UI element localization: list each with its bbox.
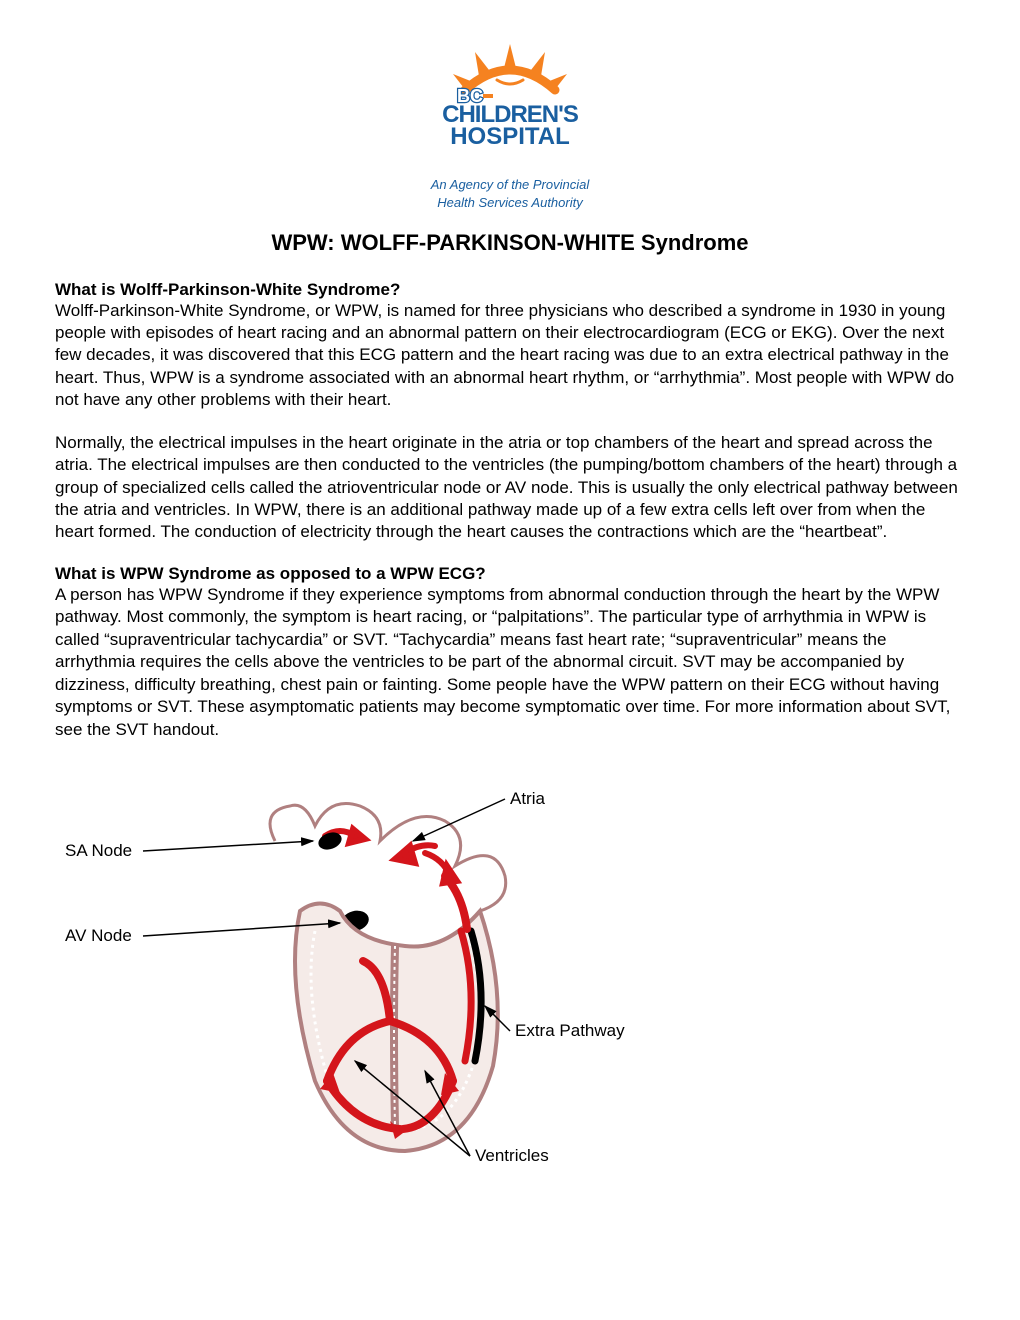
logo-tagline-2: Health Services Authority bbox=[55, 195, 965, 211]
label-ventricles: Ventricles bbox=[475, 1146, 549, 1166]
section2-paragraph1: A person has WPW Syndrome if they experi… bbox=[55, 584, 965, 741]
svg-text:HOSPITAL: HOSPITAL bbox=[450, 123, 570, 150]
label-extra-pathway: Extra Pathway bbox=[515, 1021, 625, 1041]
document-page: BC CHILDREN'S HOSPITAL An Agency of the … bbox=[0, 0, 1020, 1320]
logo-tagline-1: An Agency of the Provincial bbox=[55, 177, 965, 193]
section1-paragraph1: Wolff-Parkinson-White Syndrome, or WPW, … bbox=[55, 300, 965, 412]
logo-block: BC CHILDREN'S HOSPITAL An Agency of the … bbox=[55, 40, 965, 212]
section1-heading: What is Wolff-Parkinson-White Syndrome? bbox=[55, 280, 965, 300]
document-title: WPW: WOLFF-PARKINSON-WHITE Syndrome bbox=[55, 230, 965, 256]
label-av-node: AV Node bbox=[65, 926, 132, 946]
section1-paragraph2: Normally, the electrical impulses in the… bbox=[55, 432, 965, 544]
label-sa-node: SA Node bbox=[65, 841, 132, 861]
label-atria: Atria bbox=[510, 789, 545, 809]
heart-diagram-svg bbox=[55, 771, 965, 1191]
hospital-logo-icon: BC CHILDREN'S HOSPITAL bbox=[415, 40, 605, 170]
heart-diagram: Atria SA Node AV Node Extra Pathway Vent… bbox=[55, 771, 965, 1191]
section2-heading: What is WPW Syndrome as opposed to a WPW… bbox=[55, 564, 965, 584]
